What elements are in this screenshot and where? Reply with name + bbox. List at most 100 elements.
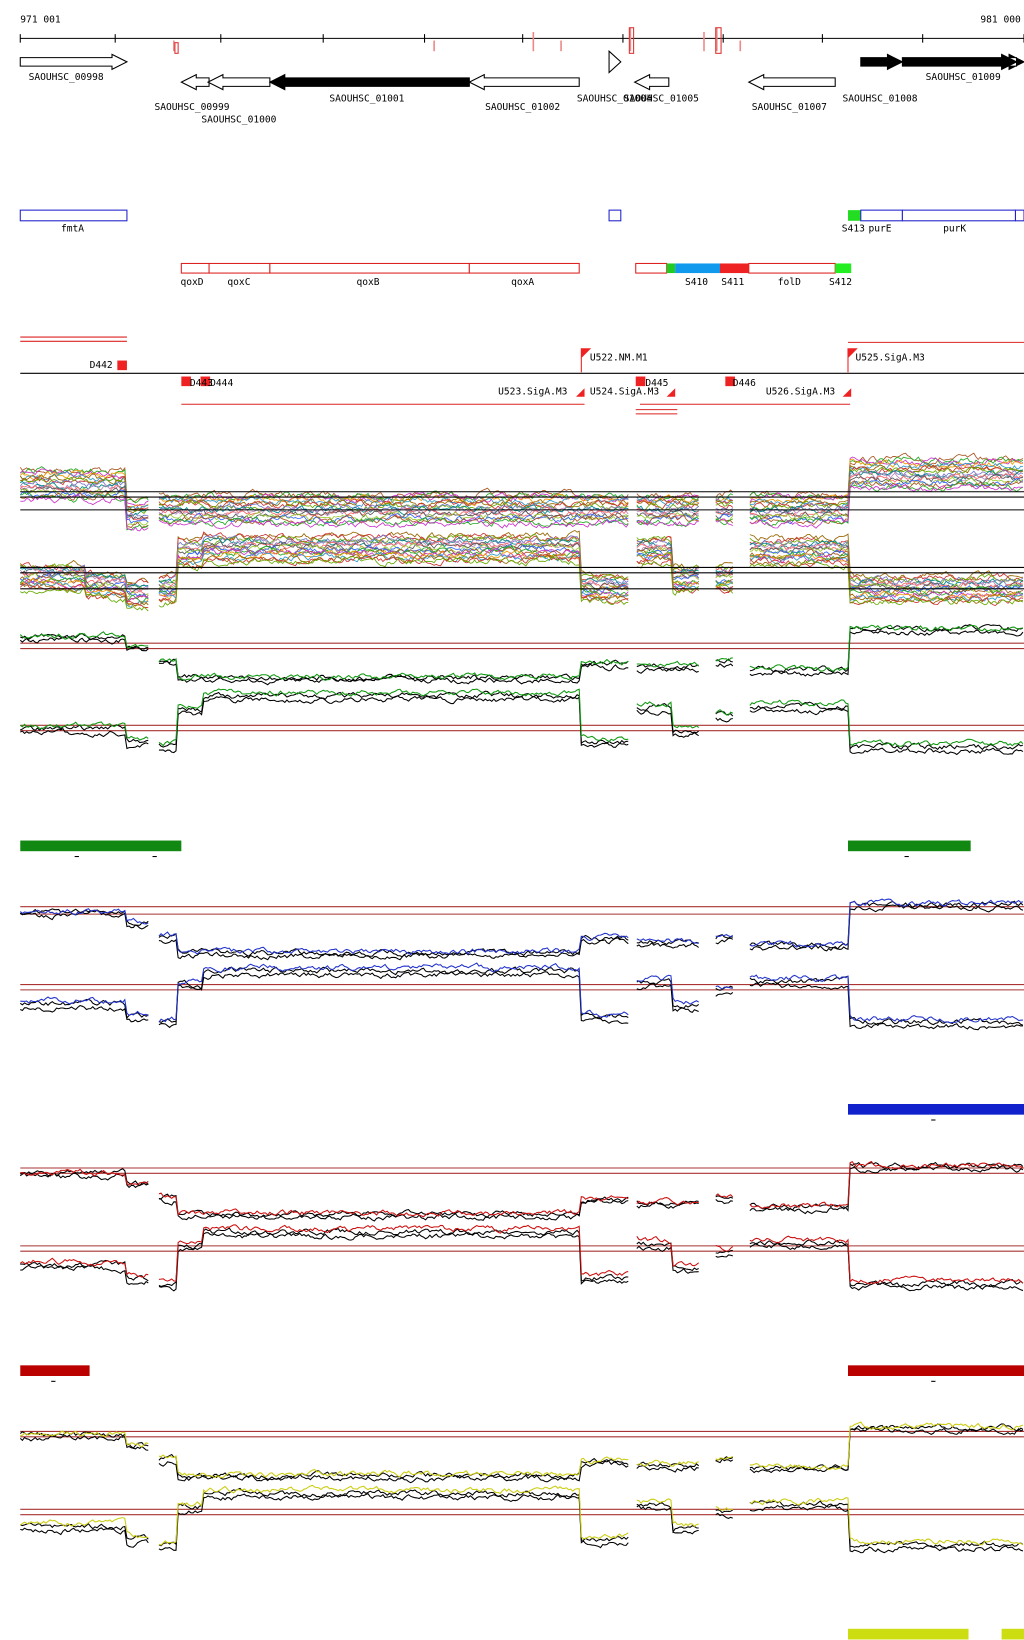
- expression-trace: [19, 1484, 1024, 1546]
- box: [720, 263, 749, 274]
- segment-label: U524.SigA.M3: [590, 387, 660, 398]
- tss-flag: [580, 348, 592, 373]
- gene-label: SAOUHSC_01002: [485, 102, 560, 113]
- gene-arrow: [608, 49, 622, 74]
- gene-arrow: [268, 73, 470, 91]
- segment-label: D446: [733, 378, 756, 389]
- significance-bar: [848, 1628, 969, 1640]
- segment-label: D442: [90, 360, 113, 371]
- segment-label: D443: [190, 378, 213, 389]
- box: [1014, 209, 1024, 222]
- tss-flag: [666, 388, 676, 397]
- expression-trace: [20, 1232, 1024, 1292]
- gene-arrow: [633, 73, 670, 91]
- expression-trace: [19, 624, 1023, 681]
- expression-trace: [20, 970, 1023, 1031]
- operon-label: qoxB: [356, 277, 379, 288]
- expression-trace: [20, 962, 1023, 1024]
- expression-trace: [19, 478, 1024, 525]
- gene-label: SAOUHSC_01009: [926, 72, 1001, 83]
- expression-trace: [20, 456, 1024, 504]
- expression-trace: [20, 624, 1024, 683]
- box: [835, 263, 852, 274]
- operon-label: S412: [829, 277, 852, 288]
- box: [635, 262, 668, 274]
- box: [748, 262, 836, 274]
- expression-trace: [19, 688, 1024, 747]
- expression-trace: [19, 470, 1024, 522]
- box: [608, 209, 622, 222]
- expression-trace: [20, 480, 1024, 531]
- box: [180, 262, 210, 274]
- box: [715, 27, 722, 54]
- box: [269, 262, 470, 274]
- operon-label: qoxD: [180, 277, 203, 288]
- operon-label: S411: [721, 277, 744, 288]
- significance-bar: [1001, 1628, 1024, 1640]
- gene-arrow: [206, 73, 271, 91]
- gene-label: SAOUHSC_00999: [154, 102, 229, 113]
- expression-trace: [19, 1165, 1024, 1222]
- expression-trace: [19, 545, 1024, 603]
- expression-trace: [19, 458, 1023, 508]
- significance-bar: [848, 840, 971, 852]
- expression-trace: [19, 966, 1024, 1027]
- tss-flag: [847, 348, 858, 373]
- box: [19, 209, 128, 222]
- gene-arrow: [468, 73, 580, 91]
- expression-trace: [19, 1423, 1024, 1481]
- expression-trace: [19, 1161, 1024, 1218]
- operon-label: qoxC: [227, 277, 250, 288]
- segment-label: U522.NM.M1: [590, 353, 648, 364]
- expression-trace: [20, 1487, 1024, 1549]
- expression-trace: [19, 529, 1023, 584]
- gene-label: SAOUHSC_01007: [752, 102, 827, 113]
- gene-arrow: [747, 73, 836, 91]
- annotation-label: S413: [842, 223, 865, 234]
- gene-arrow: [860, 53, 904, 71]
- segment-label: D445: [645, 378, 668, 389]
- segment-label: U523.SigA.M3: [498, 387, 568, 398]
- box: [635, 376, 646, 387]
- expression-trace: [20, 547, 1024, 603]
- annotation-label: purK: [943, 223, 966, 234]
- gene-label: SAOUHSC_01001: [329, 93, 404, 104]
- box: [200, 376, 211, 387]
- expression-trace: [19, 1427, 1024, 1484]
- box: [117, 360, 127, 371]
- gene-arrow: [1008, 53, 1024, 71]
- annotation-label: fmtA: [61, 223, 84, 234]
- box: [860, 209, 903, 222]
- significance-bar: [20, 840, 182, 852]
- annotation-label: purE: [868, 223, 891, 234]
- operon-label: folD: [778, 277, 801, 288]
- gene-label: SAOUHSC_01004: [577, 93, 652, 104]
- ruler-start: 971 001: [20, 14, 61, 25]
- significance-bar: [848, 1104, 1024, 1115]
- gene-label: SAOUHSC_01005: [624, 93, 699, 104]
- expression-trace: [20, 543, 1024, 599]
- gene-label: SAOUHSC_01008: [842, 93, 917, 104]
- segment-label: U526.SigA.M3: [766, 387, 836, 398]
- segment-label: D444: [210, 378, 233, 389]
- box: [675, 263, 720, 274]
- box: [725, 376, 735, 387]
- expression-trace: [20, 1421, 1024, 1479]
- expression-trace: [20, 1160, 1024, 1218]
- significance-bar: [20, 1365, 90, 1376]
- expression-trace: [20, 465, 1024, 511]
- segment-label: U525.SigA.M3: [855, 353, 925, 364]
- expression-trace: [20, 466, 1024, 514]
- gene-label: SAOUHSC_00998: [29, 72, 104, 83]
- box: [468, 262, 580, 274]
- box: [848, 210, 861, 221]
- significance-bar: [848, 1365, 1024, 1376]
- operon-label: qoxA: [511, 277, 534, 288]
- expression-trace: [20, 556, 1024, 612]
- box: [208, 262, 271, 274]
- expression-trace: [19, 461, 1024, 513]
- box: [901, 209, 1016, 222]
- expression-trace: [20, 1493, 1024, 1554]
